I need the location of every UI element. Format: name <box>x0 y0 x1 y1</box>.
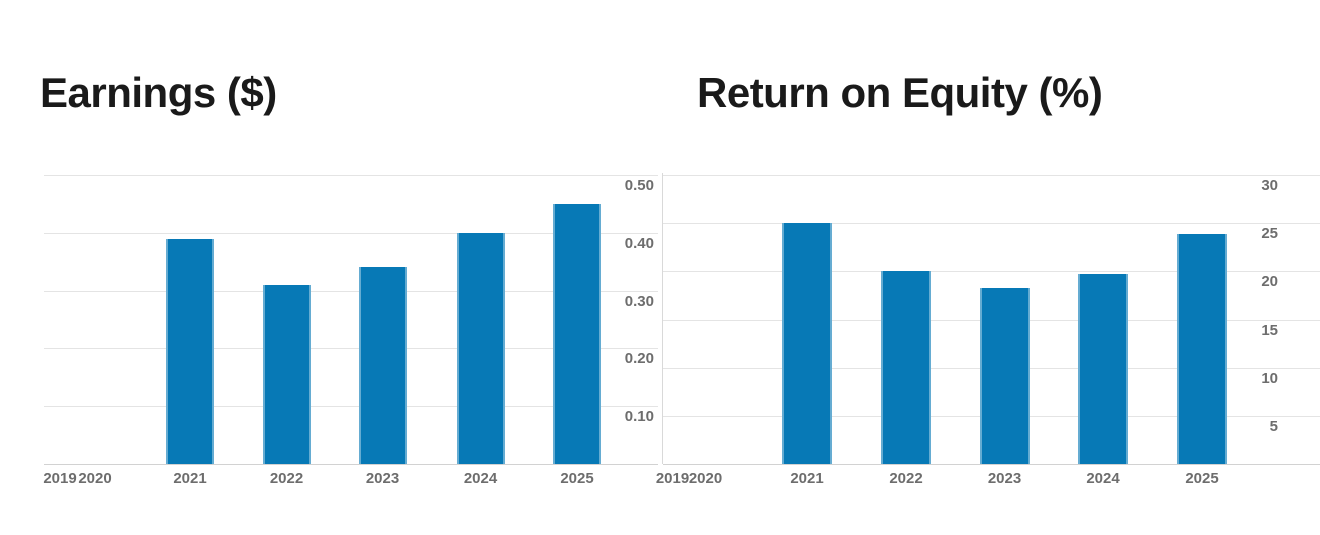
bar-2023 <box>979 287 1030 464</box>
y-tick-label: 0.30 <box>622 292 656 310</box>
x-tick-label: 2023 <box>365 470 400 487</box>
gridline <box>663 223 1320 225</box>
bar-2022 <box>262 284 311 464</box>
x-axis-line <box>663 464 1320 465</box>
x-axis-line <box>44 464 658 465</box>
x-tick-label: 2020 <box>688 470 723 487</box>
y-tick-label: 0.40 <box>622 234 656 252</box>
x-tick-label: 2021 <box>173 470 207 487</box>
y-tick-label: 25 <box>1259 225 1280 243</box>
x-tick-label: 2025 <box>1185 470 1219 487</box>
gridline <box>663 175 1320 176</box>
y-tick-label: 30 <box>1259 177 1280 194</box>
x-tick-label: 2019 <box>43 470 77 487</box>
x-tick-label: 2019 <box>655 470 690 487</box>
y-tick-label: 0.10 <box>622 408 656 426</box>
bar-2025 <box>1177 233 1227 464</box>
x-tick-label: 2022 <box>889 470 923 487</box>
earnings-chart-title: Earnings ($) <box>40 69 277 116</box>
y-tick-label: 20 <box>1259 273 1280 291</box>
gridline <box>44 348 658 350</box>
roe-chart-title: Return on Equity (%) <box>697 69 1103 116</box>
y-tick-label: 0.50 <box>622 177 656 194</box>
y-tick-label: 15 <box>1259 321 1280 339</box>
bar-2024 <box>1078 274 1128 464</box>
x-tick-label: 2025 <box>560 470 594 487</box>
x-tick-label: 2021 <box>790 470 824 487</box>
bar-2024 <box>456 232 505 464</box>
y-tick-label: 5 <box>1267 417 1280 435</box>
gridline <box>44 290 658 292</box>
gridline <box>44 406 658 408</box>
bar-2025 <box>553 203 601 464</box>
gridline <box>663 271 1320 273</box>
y-tick-label: 0.20 <box>622 350 656 368</box>
bar-2021 <box>782 223 832 464</box>
bar-2021 <box>166 238 214 464</box>
y-tick-label: 10 <box>1259 369 1280 387</box>
bar-2023 <box>358 267 407 464</box>
gridline <box>44 175 658 176</box>
x-tick-label: 2020 <box>78 470 112 487</box>
panel-divider-line <box>662 173 663 464</box>
x-tick-label: 2024 <box>463 470 498 487</box>
bar-2022 <box>881 271 931 464</box>
gridline <box>44 232 658 234</box>
x-tick-label: 2023 <box>987 470 1022 487</box>
x-tick-label: 2022 <box>269 470 304 487</box>
x-tick-label: 2024 <box>1086 470 1120 487</box>
